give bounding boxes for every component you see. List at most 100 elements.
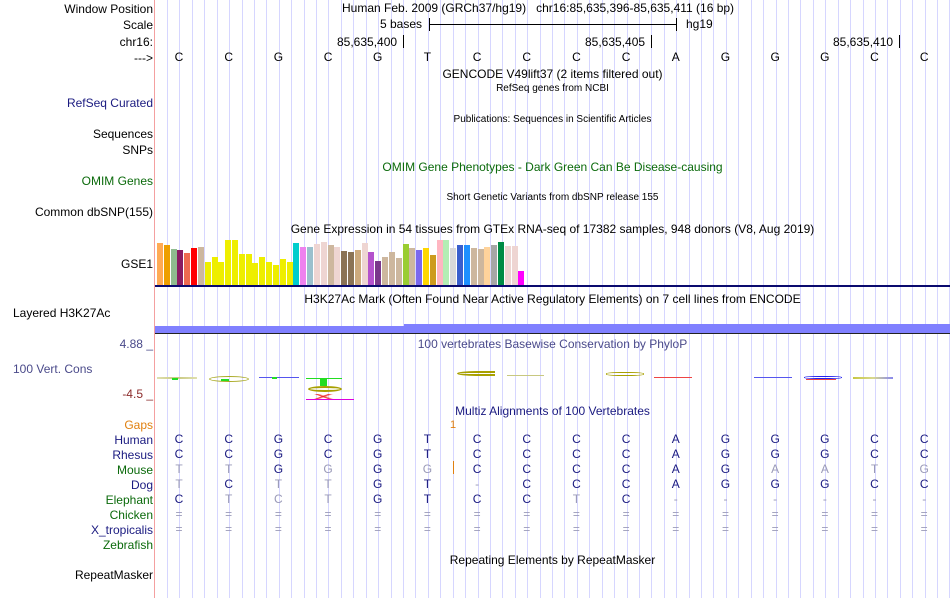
gtex-tissue-bar[interactable] — [211, 257, 218, 286]
gtex-tissue-bar[interactable] — [157, 243, 163, 286]
omim-track-title[interactable]: OMIM Gene Phenotypes - Dark Green Can Be… — [382, 160, 723, 174]
dbsnp-track-label[interactable]: Common dbSNP(155) — [34, 205, 153, 219]
gtex-tissue-bar[interactable] — [225, 240, 232, 286]
gtex-tissue-bar[interactable] — [293, 243, 300, 286]
gencode-track-title[interactable]: GENCODE V49lift37 (2 items filtered out) — [442, 67, 663, 81]
omim-track-label[interactable]: OMIM Genes — [81, 174, 153, 188]
gtex-tissue-bar[interactable] — [204, 262, 211, 286]
alignment-base: = — [274, 522, 282, 536]
gtex-tissue-bar[interactable] — [402, 244, 409, 286]
gtex-tissue-bar[interactable] — [504, 246, 511, 286]
gtex-tissue-bar[interactable] — [334, 247, 341, 286]
h3k27ac-signal[interactable] — [155, 326, 950, 333]
h3k27ac-signal-peak[interactable] — [404, 324, 950, 327]
gtex-tissue-bar[interactable] — [320, 242, 327, 286]
gtex-tissue-bar[interactable] — [245, 254, 252, 286]
cons-logo-mark — [853, 377, 893, 379]
species-label[interactable]: Zebrafish — [102, 538, 153, 552]
species-label[interactable]: Mouse — [116, 463, 153, 477]
gtex-tissue-bar[interactable] — [197, 247, 204, 286]
alignment-base: = — [721, 507, 729, 521]
species-label[interactable]: Dog — [130, 478, 153, 492]
gtex-tissue-bar[interactable] — [429, 255, 436, 286]
alignment-base: = — [672, 522, 680, 536]
gtex-tissue-bar[interactable] — [279, 259, 286, 286]
cons-track-label[interactable]: 100 Vert. Cons — [13, 362, 93, 376]
publications-track-label-1[interactable]: Sequences — [92, 127, 153, 141]
publications-track-title[interactable]: Publications: Sequences in Scientific Ar… — [453, 114, 652, 125]
alignment-base: G — [720, 432, 731, 446]
gtex-tissue-bar[interactable] — [463, 245, 470, 286]
species-label[interactable]: Human — [114, 433, 153, 447]
h3k27ac-track-label[interactable]: Layered H3K27Ac — [13, 306, 111, 320]
gtex-tissue-bar[interactable] — [416, 250, 423, 286]
gtex-tissue-bar[interactable] — [375, 261, 382, 286]
gtex-tissue-bar[interactable] — [184, 253, 191, 286]
grid-line — [478, 0, 479, 598]
multiz-track-title[interactable]: Multiz Alignments of 100 Vertebrates — [455, 404, 650, 418]
cons-track-title[interactable]: 100 vertebrates Basewise Conservation by… — [417, 337, 688, 351]
refseq-track-title[interactable]: RefSeq genes from NCBI — [496, 83, 609, 94]
gtex-tissue-bar[interactable] — [266, 262, 273, 286]
scale-db: hg19 — [686, 17, 713, 31]
species-label[interactable]: Rhesus — [112, 448, 153, 462]
gtex-tissue-bar[interactable] — [511, 246, 518, 286]
gtex-tissue-bar[interactable] — [477, 249, 484, 286]
gtex-tissue-bar[interactable] — [422, 248, 429, 286]
gtex-tissue-bar[interactable] — [436, 240, 443, 286]
gtex-bar-chart[interactable] — [155, 238, 950, 286]
h3k27ac-track-title[interactable]: H3K27Ac Mark (Often Found Near Active Re… — [304, 292, 801, 306]
gtex-tissue-bar[interactable] — [163, 245, 170, 286]
gtex-tissue-bar[interactable] — [388, 252, 395, 286]
alignment-base: C — [919, 477, 929, 491]
gtex-tissue-bar[interactable] — [259, 257, 266, 286]
gtex-tissue-bar[interactable] — [361, 243, 368, 286]
gtex-tissue-bar[interactable] — [498, 242, 504, 286]
assembly-title: Human Feb. 2009 (GRCh37/hg19) chr16:85,6… — [342, 1, 735, 15]
gtex-tissue-bar[interactable] — [272, 265, 279, 286]
alignment-base: C — [621, 462, 631, 476]
alignment-base: T — [870, 462, 879, 476]
gtex-tissue-bar[interactable] — [341, 251, 348, 286]
gtex-tissue-bar[interactable] — [177, 250, 184, 286]
gtex-tissue-bar[interactable] — [218, 262, 225, 286]
gtex-tissue-bar[interactable] — [382, 257, 389, 286]
repeatmasker-track-title[interactable]: Repeating Elements by RepeatMasker — [449, 553, 656, 567]
gtex-tissue-bar[interactable] — [347, 252, 354, 286]
gtex-tissue-bar[interactable] — [491, 245, 498, 286]
gtex-track-title[interactable]: Gene Expression in 54 tissues from GTEx … — [290, 222, 815, 236]
gtex-tissue-bar[interactable] — [191, 248, 198, 286]
gtex-tissue-bar[interactable] — [409, 248, 416, 286]
gtex-tissue-bar[interactable] — [238, 254, 245, 286]
publications-track-label-2[interactable]: SNPs — [122, 143, 153, 157]
species-label[interactable]: Chicken — [109, 508, 153, 522]
gtex-tissue-bar[interactable] — [307, 247, 314, 286]
gtex-tissue-bar[interactable] — [232, 240, 239, 286]
gtex-tissue-bar[interactable] — [313, 244, 320, 286]
species-label[interactable]: Elephant — [105, 493, 153, 507]
refseq-track-label[interactable]: RefSeq Curated — [66, 96, 153, 110]
species-label[interactable]: X_tropicalis — [90, 523, 153, 537]
gtex-tissue-bar[interactable] — [484, 247, 491, 286]
gtex-tissue-bar[interactable] — [457, 245, 464, 286]
position-readout: chr16:85,635,396-85,635,411 (16 bp) — [536, 1, 735, 15]
gtex-tissue-bar[interactable] — [354, 250, 361, 286]
alignment-base: = — [423, 507, 431, 521]
gtex-tissue-bar[interactable] — [450, 248, 457, 286]
gtex-tissue-bar[interactable] — [470, 248, 477, 286]
alignment-base: = — [920, 522, 928, 536]
alignment-base: = — [572, 522, 580, 536]
gtex-tissue-bar[interactable] — [395, 258, 402, 286]
gtex-tissue-bar[interactable] — [300, 247, 307, 286]
repeatmasker-track-label[interactable]: RepeatMasker — [74, 568, 153, 582]
gtex-tissue-bar[interactable] — [170, 249, 177, 286]
gtex-tissue-bar[interactable] — [368, 252, 375, 286]
gtex-tissue-bar[interactable] — [443, 240, 450, 286]
gtex-tissue-bar[interactable] — [286, 262, 293, 286]
alignment-base: - — [872, 492, 877, 506]
gtex-tissue-bar[interactable] — [252, 263, 259, 286]
gtex-track-label[interactable]: GSE1 — [120, 257, 153, 271]
gtex-tissue-bar[interactable] — [518, 271, 525, 286]
dbsnp-track-title[interactable]: Short Genetic Variants from dbSNP releas… — [446, 192, 659, 203]
gtex-tissue-bar[interactable] — [327, 245, 334, 286]
